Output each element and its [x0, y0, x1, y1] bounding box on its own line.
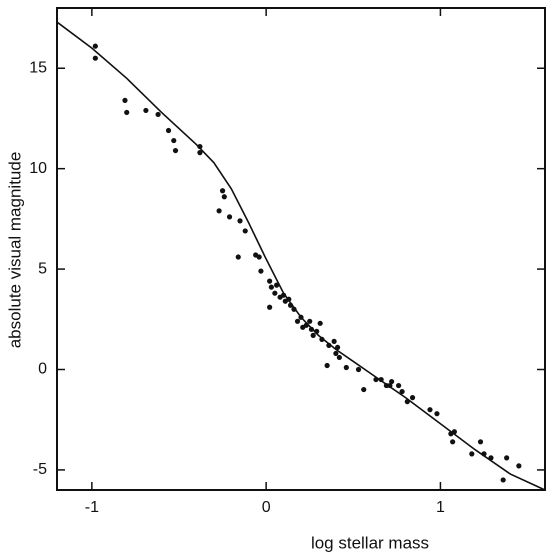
data-point [434, 411, 440, 417]
data-point [171, 137, 177, 144]
data-point [310, 332, 316, 338]
data-point [504, 455, 510, 461]
data-point [335, 344, 341, 351]
x-tick-label: 1 [436, 499, 445, 516]
data-point [165, 127, 172, 134]
data-point [235, 254, 241, 260]
fit-curve [56, 21, 546, 491]
data-point [267, 304, 273, 310]
data-point [221, 194, 227, 200]
data-point [500, 477, 506, 483]
data-point [92, 55, 98, 61]
data-point [409, 395, 416, 401]
y-tick-label: 5 [38, 260, 47, 277]
data-point [219, 188, 226, 194]
data-point [331, 338, 337, 344]
data-point [258, 268, 264, 274]
data-point [197, 150, 203, 156]
data-point [399, 388, 405, 395]
y-tick-label: 10 [29, 160, 47, 177]
data-point [226, 214, 233, 220]
data-point [155, 111, 161, 118]
y-tick-label: -5 [33, 461, 47, 478]
data-point [307, 318, 313, 324]
data-point [256, 254, 262, 260]
data-point [237, 218, 243, 224]
data-point [477, 439, 484, 445]
data-point [343, 364, 349, 371]
data-point [124, 109, 130, 116]
data-point [355, 366, 362, 373]
data-point [516, 463, 522, 469]
data-point [389, 378, 395, 385]
data-point [333, 350, 339, 357]
data-point [274, 282, 280, 288]
data-point [272, 290, 278, 296]
x-axis-title: log stellar mass [311, 533, 429, 552]
data-point [336, 354, 342, 361]
x-tick-label: 0 [262, 499, 271, 516]
data-point [92, 43, 98, 49]
data-point [143, 107, 149, 114]
data-point [308, 326, 315, 332]
data-point [450, 439, 456, 445]
y-tick-label: 15 [29, 59, 47, 76]
data-point [361, 386, 367, 393]
data-point [469, 451, 475, 457]
data-point [268, 284, 274, 290]
plot-frame [56, 7, 546, 491]
data-point [267, 278, 273, 284]
x-tick-label: -1 [85, 499, 99, 516]
data-point [216, 208, 222, 214]
data-point [294, 318, 301, 324]
data-point [172, 147, 179, 154]
y-axis-title: absolute visual magnitude [5, 152, 24, 349]
data-point [396, 382, 402, 389]
data-point [427, 407, 433, 413]
data-point [122, 97, 128, 103]
data-point [324, 362, 330, 369]
y-tick-label: 0 [38, 361, 47, 378]
data-point [242, 228, 248, 234]
data-point [317, 320, 323, 326]
